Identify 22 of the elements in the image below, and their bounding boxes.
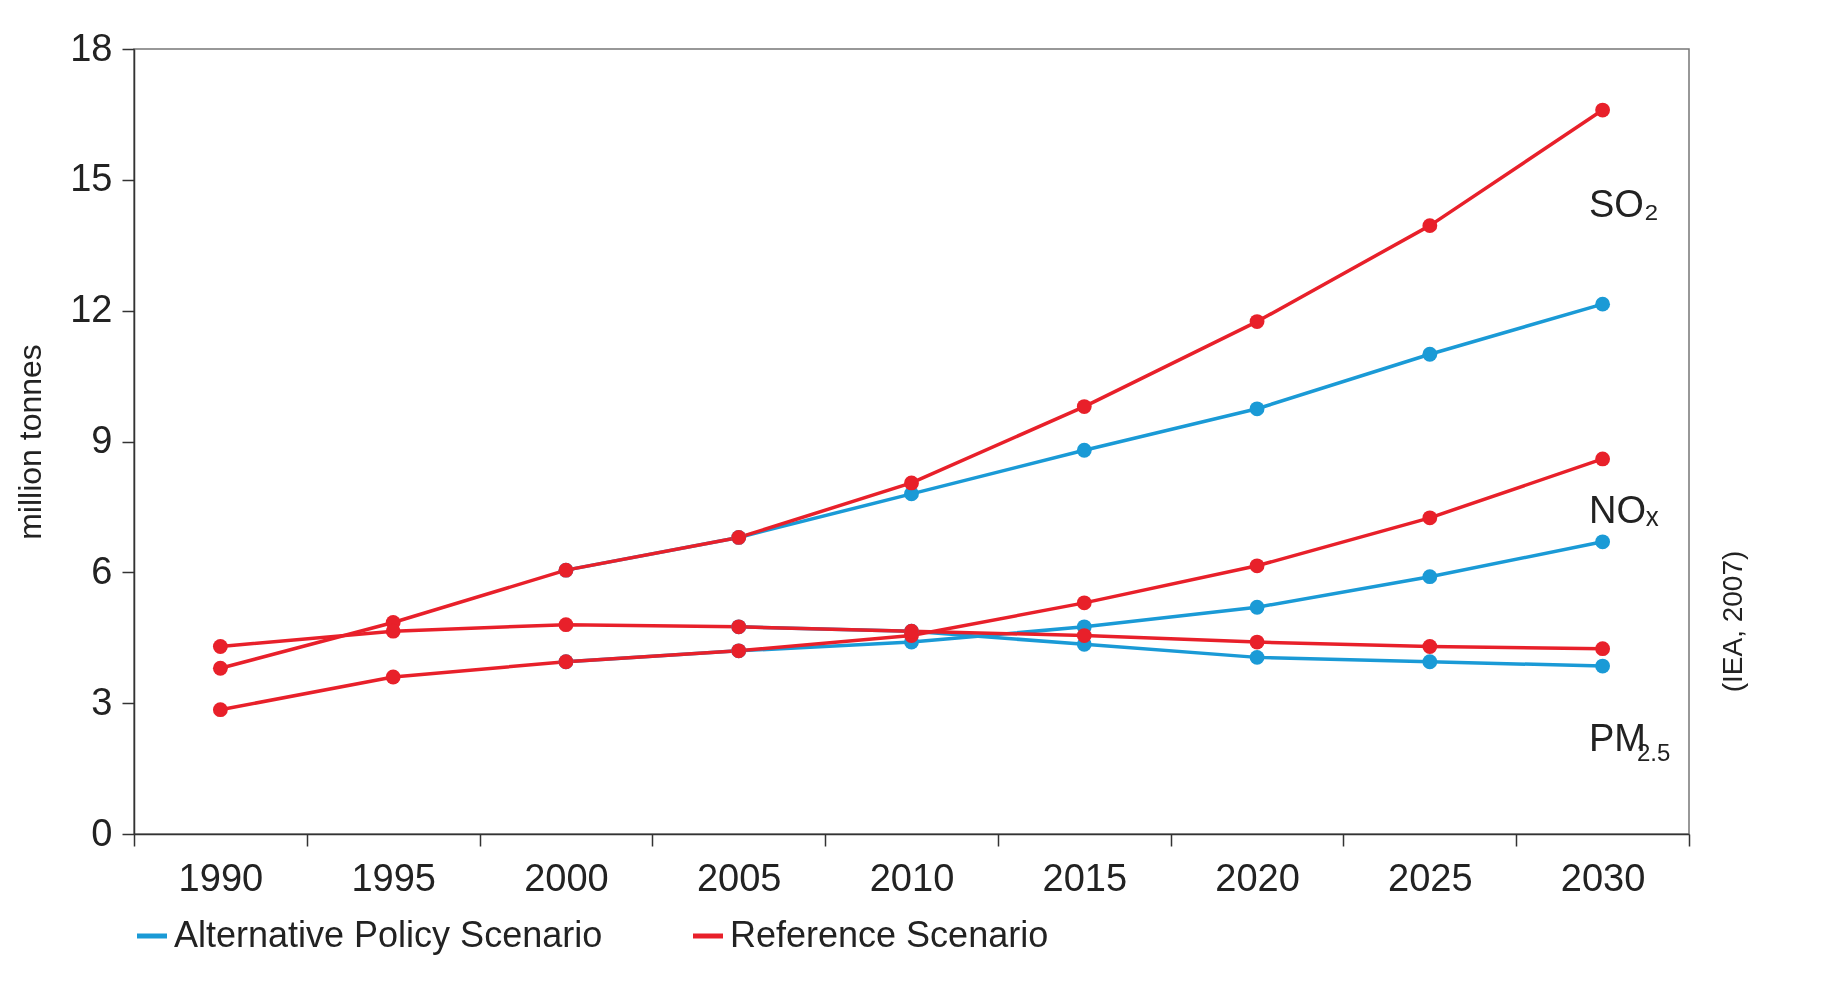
x-tick-label: 1990: [178, 856, 264, 899]
x-tick-label: 2000: [524, 856, 609, 899]
text: (IEA, 2007): [1717, 550, 1748, 693]
y-tick-label: 12: [70, 288, 113, 331]
y-tick-label: 15: [70, 157, 113, 200]
x-tick-label: 2025: [1388, 856, 1473, 899]
x-tick-label: 2015: [1042, 856, 1128, 899]
y-tick-label: 0: [91, 811, 113, 854]
legend-label: Alternative Policy Scenario: [174, 914, 603, 955]
y-tick-label: 3: [91, 680, 113, 723]
annotation: SO₂: [1589, 183, 1659, 225]
x-tick-label: 2020: [1215, 856, 1300, 899]
legend-label: Reference Scenario: [730, 914, 1049, 955]
x-tick-label: 2010: [869, 856, 955, 899]
y-tick-label: 6: [91, 549, 113, 592]
y-tick-label: 9: [91, 419, 113, 461]
annotation: NOₓ: [1589, 489, 1659, 532]
x-tick-label: 2030: [1560, 856, 1646, 899]
x-tick-label: 1995: [351, 856, 436, 899]
x-tick-label: 2005: [696, 856, 782, 899]
y-axis-title: million tonnes: [12, 344, 49, 540]
y-tick-label: 18: [70, 26, 113, 69]
